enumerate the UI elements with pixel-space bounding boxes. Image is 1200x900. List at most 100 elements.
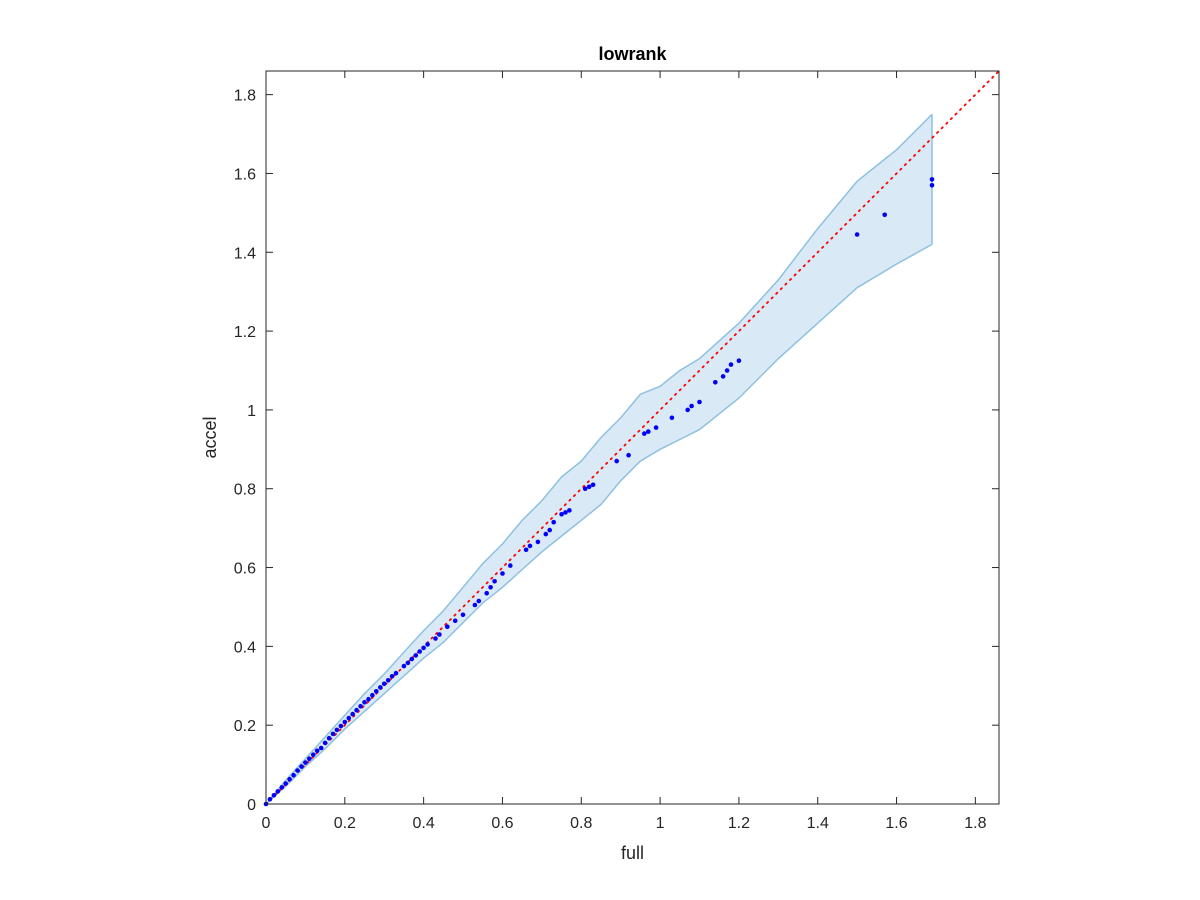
data-point bbox=[358, 704, 363, 709]
band-lower-edge bbox=[265, 243, 933, 805]
data-point bbox=[283, 781, 289, 786]
data-point bbox=[527, 543, 533, 549]
data-point bbox=[421, 645, 426, 651]
y-tick-label: 1.6 bbox=[234, 166, 256, 183]
data-point bbox=[484, 590, 490, 596]
data-point bbox=[626, 452, 631, 458]
x-axis-label: full bbox=[621, 843, 644, 863]
band-upper-edge bbox=[265, 113, 933, 805]
data-point bbox=[287, 776, 292, 782]
data-point bbox=[689, 403, 694, 409]
x-tick-label: 0.6 bbox=[491, 815, 513, 832]
data-point bbox=[653, 425, 659, 430]
y-axis-label: accel bbox=[200, 416, 220, 458]
data-point bbox=[433, 636, 438, 641]
data-point bbox=[646, 429, 651, 434]
data-point bbox=[366, 696, 371, 702]
data-point bbox=[413, 653, 419, 658]
data-point bbox=[724, 368, 730, 373]
x-tick-label: 1.6 bbox=[885, 815, 907, 832]
data-point bbox=[543, 531, 549, 537]
reference-line bbox=[265, 70, 1000, 805]
data-point bbox=[642, 431, 647, 436]
data-point bbox=[697, 399, 702, 405]
data-point bbox=[425, 642, 430, 647]
plot-frame bbox=[265, 70, 1000, 805]
chart-title: lowrank bbox=[598, 44, 667, 64]
data-point bbox=[334, 727, 340, 733]
data-point bbox=[567, 508, 572, 513]
data-point bbox=[563, 510, 568, 515]
data-point bbox=[929, 183, 935, 188]
data-point bbox=[362, 700, 367, 705]
data-point bbox=[508, 563, 513, 568]
y-tick-label: 0.6 bbox=[234, 561, 256, 578]
data-point bbox=[291, 772, 296, 778]
data-point bbox=[488, 585, 493, 590]
data-point bbox=[736, 358, 742, 364]
data-points bbox=[263, 177, 935, 807]
data-point bbox=[326, 735, 332, 741]
data-point bbox=[346, 715, 352, 721]
data-point bbox=[330, 731, 336, 737]
x-tick-label: 0.4 bbox=[413, 815, 435, 832]
y-tick-label: 1.4 bbox=[234, 245, 256, 262]
ticks: 0 0.2 0.4 0.6 0.8 1 1.2 1.4 1.6 1.8 0 0.2 0.4 0.6 0.8 1… bbox=[234, 71, 999, 832]
data-point bbox=[393, 670, 399, 676]
data-point bbox=[445, 624, 450, 629]
y-tick-label: 1 bbox=[247, 403, 256, 420]
y-tick-label: 1.8 bbox=[234, 88, 256, 105]
data-point bbox=[303, 760, 308, 765]
data-point bbox=[374, 689, 379, 694]
data-point bbox=[535, 539, 541, 545]
data-point bbox=[437, 632, 442, 637]
axes bbox=[265, 70, 1000, 805]
data-point bbox=[405, 660, 411, 666]
data-point bbox=[492, 579, 497, 584]
data-point bbox=[452, 618, 458, 624]
data-point bbox=[385, 678, 391, 683]
x-tick-label: 0 bbox=[262, 815, 271, 832]
data-point bbox=[307, 756, 312, 761]
data-point bbox=[685, 407, 690, 413]
data-point bbox=[720, 374, 726, 379]
data-point bbox=[389, 674, 395, 679]
x-tick-label: 1.4 bbox=[807, 815, 829, 832]
data-point bbox=[523, 547, 529, 553]
y-tick-label: 0.2 bbox=[234, 718, 256, 735]
data-point bbox=[882, 212, 887, 218]
x-tick-label: 0.2 bbox=[334, 815, 356, 832]
data-point bbox=[417, 649, 423, 654]
x-tick-label: 1.2 bbox=[728, 815, 750, 832]
data-point bbox=[713, 380, 718, 385]
data-point bbox=[267, 797, 273, 802]
data-point bbox=[322, 740, 328, 746]
y-tick-label: 0 bbox=[247, 797, 256, 814]
y-tick-label: 1.2 bbox=[234, 324, 256, 341]
data-point bbox=[378, 685, 383, 690]
data-point bbox=[350, 711, 356, 717]
data-point bbox=[728, 362, 734, 367]
data-point bbox=[271, 793, 277, 798]
data-point bbox=[299, 764, 304, 769]
data-point bbox=[614, 458, 619, 464]
data-point bbox=[381, 681, 387, 687]
data-point bbox=[582, 486, 588, 492]
data-point bbox=[460, 612, 466, 618]
y-tick-label: 0.4 bbox=[234, 639, 256, 656]
x-tick-label: 0.8 bbox=[570, 815, 592, 832]
data-point bbox=[559, 512, 564, 517]
data-point bbox=[547, 527, 552, 533]
data-point bbox=[279, 785, 285, 790]
data-point bbox=[318, 745, 324, 751]
data-point bbox=[311, 752, 316, 757]
data-point bbox=[669, 415, 675, 421]
band-fill bbox=[266, 114, 932, 805]
x-tick-label: 1.8 bbox=[964, 815, 986, 832]
identity-line bbox=[265, 70, 1000, 805]
data-point bbox=[401, 663, 407, 669]
data-point bbox=[551, 519, 556, 525]
data-point bbox=[472, 602, 478, 608]
data-point bbox=[586, 484, 592, 490]
